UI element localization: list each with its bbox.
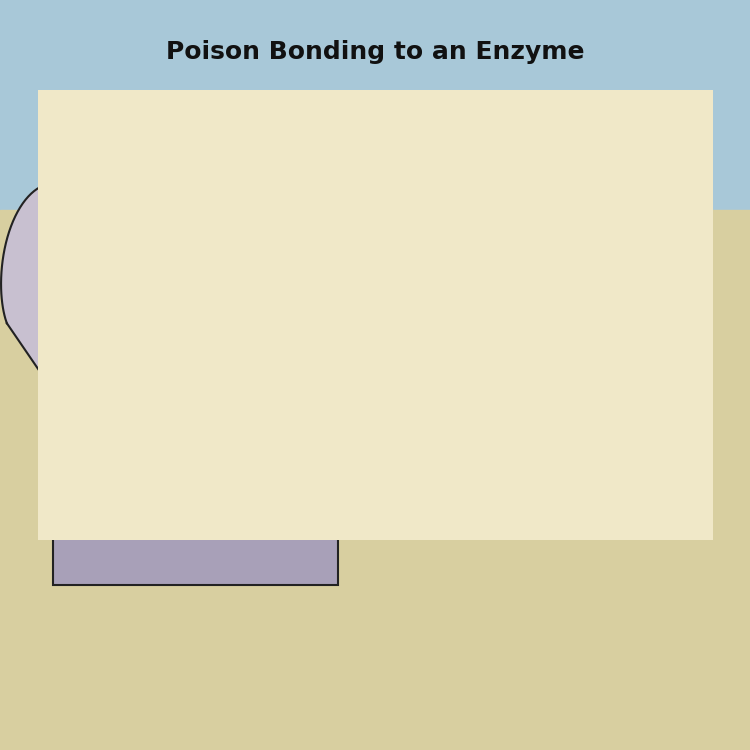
Text: Poison Bonding to an Enzyme: Poison Bonding to an Enzyme xyxy=(166,40,584,64)
Polygon shape xyxy=(1,179,323,412)
Polygon shape xyxy=(53,390,338,412)
Text: poison molecule: poison molecule xyxy=(495,253,665,272)
Text: enzyme: enzyme xyxy=(488,403,570,422)
Bar xyxy=(53,390,338,585)
